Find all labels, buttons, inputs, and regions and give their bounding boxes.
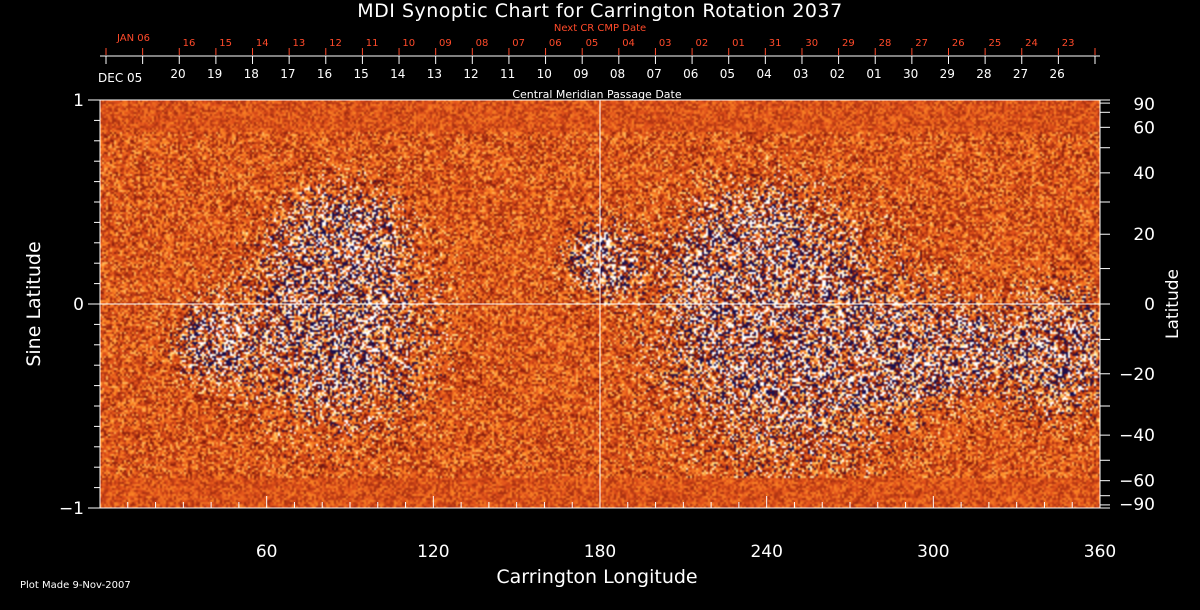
cmp-date-label: 13 xyxy=(427,67,442,81)
x-tick-label: 180 xyxy=(584,542,616,562)
cmp-date-label: 08 xyxy=(610,67,625,81)
next-cr-date-label: 07 xyxy=(512,38,525,49)
cmp-date-label: 05 xyxy=(720,67,735,81)
next-cr-date-label: 11 xyxy=(366,38,379,49)
cmp-date-label: 02 xyxy=(830,67,845,81)
cmp-date-label: 29 xyxy=(940,67,955,81)
x-tick-label: 120 xyxy=(417,542,449,562)
cmp-date-label: 04 xyxy=(756,67,771,81)
x-tick-label: 240 xyxy=(750,542,782,562)
next-cr-date-label: 31 xyxy=(769,38,782,49)
y-tick-label-right: −40 xyxy=(1119,426,1155,446)
next-cr-date-label: 25 xyxy=(988,38,1001,49)
y-tick-label-left: −1 xyxy=(59,499,84,519)
cmp-date-label: 27 xyxy=(1013,67,1028,81)
next-cr-start-label: JAN 06 xyxy=(116,33,150,44)
next-cr-date-label: 26 xyxy=(952,38,965,49)
next-cr-date-label: 02 xyxy=(695,38,708,49)
next-cr-date-label: 23 xyxy=(1062,38,1075,49)
cmp-date-label: 15 xyxy=(354,67,369,81)
cmp-date-label: 06 xyxy=(683,67,698,81)
cmp-date-label: 10 xyxy=(537,67,552,81)
chart-title: MDI Synoptic Chart for Carrington Rotati… xyxy=(357,0,843,22)
cmp-date-label: 20 xyxy=(170,67,185,81)
plot-made-note: Plot Made 9-Nov-2007 xyxy=(20,580,131,591)
cmp-date-label: 16 xyxy=(317,67,332,81)
y-axis-title-left: Sine Latitude xyxy=(23,241,45,366)
cmp-date-label: 30 xyxy=(903,67,918,81)
y-tick-label-right: −90 xyxy=(1119,495,1155,515)
cmp-date-label: 18 xyxy=(244,67,259,81)
next-cr-date-label: 13 xyxy=(293,38,306,49)
next-cr-date-label: 09 xyxy=(439,38,452,49)
next-cr-date-label: 14 xyxy=(256,38,269,49)
cmp-start-label: DEC 05 xyxy=(98,71,142,85)
next-cr-date-label: 08 xyxy=(476,38,489,49)
next-cr-date-label: 12 xyxy=(329,38,342,49)
next-cr-date-label: 05 xyxy=(586,38,599,49)
y-tick-label-right: 90 xyxy=(1133,95,1155,115)
x-tick-label: 300 xyxy=(917,542,949,562)
y-tick-label-right: 20 xyxy=(1133,225,1155,245)
y-tick-label-right: 60 xyxy=(1133,118,1155,138)
y-tick-label-left: 0 xyxy=(73,295,84,315)
next-cr-date-label: 29 xyxy=(842,38,855,49)
next-cr-axis-title: Next CR CMP Date xyxy=(554,23,646,34)
y-tick-label-right: 40 xyxy=(1133,164,1155,184)
next-cr-date-label: 10 xyxy=(402,38,415,49)
x-axis-title: Carrington Longitude xyxy=(496,566,697,588)
next-cr-date-label: 27 xyxy=(915,38,928,49)
cmp-date-label: 01 xyxy=(866,67,881,81)
cmp-date-label: 14 xyxy=(390,67,405,81)
cmp-date-label: 19 xyxy=(207,67,222,81)
y-tick-label-right: 0 xyxy=(1144,295,1155,315)
next-cr-date-label: 30 xyxy=(805,38,818,49)
y-axis-title-right: Latitude xyxy=(1163,269,1183,339)
next-cr-date-label: 28 xyxy=(879,38,892,49)
next-cr-date-label: 04 xyxy=(622,38,635,49)
y-tick-label-right: −20 xyxy=(1119,365,1155,385)
next-cr-date-label: 15 xyxy=(219,38,232,49)
next-cr-date-label: 03 xyxy=(659,38,672,49)
cmp-date-label: 26 xyxy=(1049,67,1064,81)
cmp-date-label: 17 xyxy=(280,67,295,81)
x-tick-label: 360 xyxy=(1084,542,1116,562)
cmp-axis-title: Central Meridian Passage Date xyxy=(512,88,681,101)
cmp-date-label: 09 xyxy=(573,67,588,81)
cmp-date-label: 03 xyxy=(793,67,808,81)
next-cr-date-label: 16 xyxy=(183,38,196,49)
next-cr-date-label: 01 xyxy=(732,38,745,49)
y-tick-label-right: −60 xyxy=(1119,472,1155,492)
cmp-date-label: 12 xyxy=(463,67,478,81)
next-cr-date-label: 06 xyxy=(549,38,562,49)
cmp-date-label: 07 xyxy=(647,67,662,81)
y-tick-label-left: 1 xyxy=(73,91,84,111)
x-tick-label: 60 xyxy=(256,542,278,562)
cmp-date-label: 28 xyxy=(976,67,991,81)
next-cr-date-label: 24 xyxy=(1025,38,1038,49)
cmp-date-label: 11 xyxy=(500,67,515,81)
